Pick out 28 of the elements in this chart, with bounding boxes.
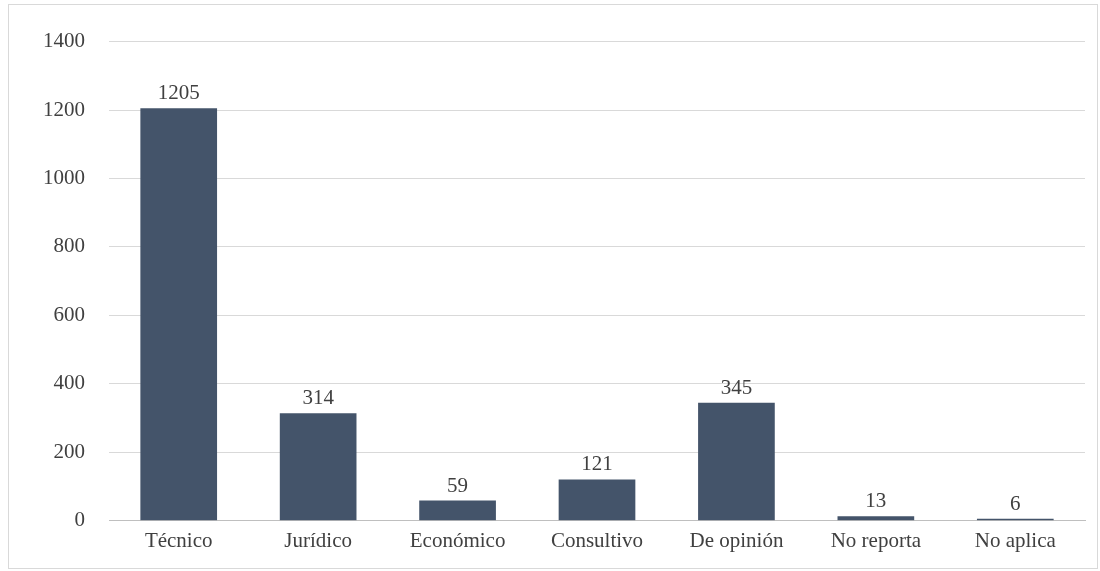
bar (558, 479, 636, 521)
y-tick-label: 200 (53, 438, 85, 463)
y-tick-label: 400 (53, 370, 85, 395)
x-tick-label: De opinión (689, 527, 784, 552)
y-tick-label: 800 (53, 233, 85, 258)
data-label: 345 (720, 374, 753, 399)
data-label: 13 (865, 488, 887, 513)
x-tick-label: Técnico (144, 527, 213, 552)
y-tick-label: 1000 (43, 165, 85, 190)
bar (698, 402, 775, 521)
bar (837, 516, 915, 521)
y-tick-label: 1200 (43, 96, 85, 121)
x-tick-label: Económico (409, 527, 506, 552)
y-tick-label: 1400 (43, 28, 85, 53)
bar (279, 413, 357, 521)
x-tick-label: Jurídico (284, 527, 352, 552)
data-label: 1205 (157, 80, 200, 105)
y-tick-label: 0 (74, 507, 85, 532)
data-label: 59 (447, 472, 469, 497)
bar (419, 500, 496, 521)
data-label: 6 (1010, 490, 1021, 515)
data-label: 314 (302, 385, 335, 410)
bar (140, 108, 218, 521)
y-tick-label: 600 (53, 301, 85, 326)
x-tick-label: No reporta (830, 527, 922, 552)
data-label: 121 (581, 451, 613, 476)
x-tick-label: Consultivo (550, 527, 644, 552)
x-tick-label: No aplica (974, 527, 1057, 552)
